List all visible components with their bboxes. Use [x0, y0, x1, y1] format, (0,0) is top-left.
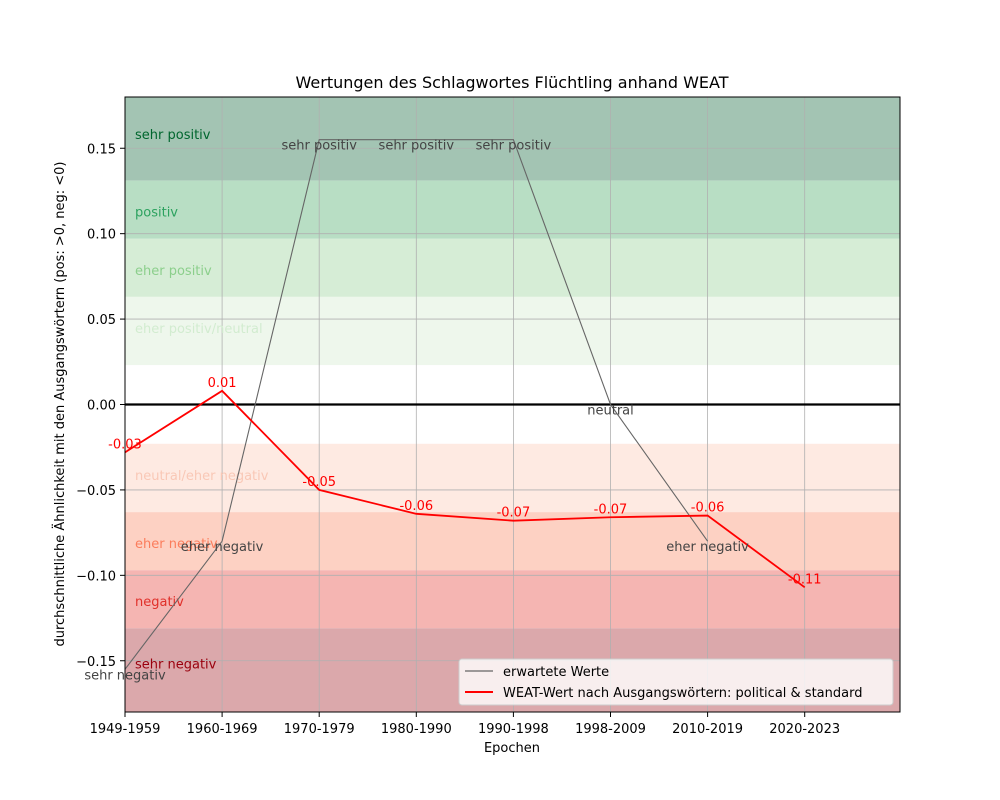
data-label: 0.01 [208, 376, 237, 391]
y-tick-label: 0.15 [87, 142, 116, 157]
band-label-3: eher positiv/neutral [135, 322, 263, 337]
band-5 [125, 443, 900, 513]
data-label: -0.06 [691, 501, 725, 516]
expected-point-label: eher negativ [666, 540, 749, 555]
band-2 [125, 238, 900, 297]
series-layer [124, 139, 806, 670]
expected-point-label: sehr positiv [281, 139, 357, 154]
data-label: -0.07 [594, 502, 628, 517]
band-label-1: positiv [135, 206, 178, 221]
data-label: -0.05 [302, 475, 336, 490]
x-tick-label: 1949-1959 [90, 722, 161, 737]
legend-label-weat: WEAT-Wert nach Ausgangswörtern: politica… [503, 686, 862, 701]
y-tick-label: −0.15 [76, 655, 116, 670]
ticks-layer: 1949-1959 1960-1969 1970-1979 1980-1990 1990… [76, 142, 840, 737]
band-label-7: negativ [135, 595, 184, 610]
chart-title: Wertungen des Schlagwortes Flüchtling an… [296, 73, 729, 92]
x-tick-label: 1990-1998 [478, 722, 549, 737]
legend-label-expected: erwartete Werte [503, 665, 609, 680]
x-tick-label: 1980-1990 [381, 722, 452, 737]
band-label-6: eher negativ [135, 537, 218, 552]
y-tick-label: 0.05 [87, 313, 116, 328]
data-label: -0.06 [399, 499, 433, 514]
band-label-2: eher positiv [135, 264, 212, 279]
expected-point-label: neutral [587, 404, 634, 419]
x-tick-label: 1970-1979 [284, 722, 355, 737]
data-label: -0.11 [788, 572, 822, 587]
x-axis-label: Epochen [484, 741, 540, 756]
y-axis-label: durchschnittliche Ähnlichkeit mit den Au… [52, 161, 68, 646]
x-tick-label: 2010-2019 [672, 722, 743, 737]
expected-point-label: sehr positiv [476, 139, 552, 154]
band-6 [125, 512, 900, 571]
band-label-5: neutral/eher negativ [135, 469, 269, 484]
data-label: -0.07 [497, 506, 531, 521]
y-tick-label: 0.00 [87, 399, 116, 414]
series-line-0 [124, 139, 709, 670]
band-labels-layer: sehr positiv positiv eher positiv eher posi… [135, 128, 269, 672]
band-7 [125, 570, 900, 629]
band-label-4: neutral [135, 390, 182, 405]
x-tick-label: 1998-2009 [575, 722, 646, 737]
band-0 [125, 97, 900, 181]
legend: erwartete Werte WEAT-Wert nach Ausgangsw… [458, 658, 894, 706]
y-tick-label: −0.05 [76, 484, 116, 499]
band-1 [125, 180, 900, 239]
legend-box [458, 658, 894, 706]
x-tick-label: 1960-1969 [187, 722, 258, 737]
expected-point-label: eher negativ [181, 540, 264, 555]
series-line-1 [124, 389, 806, 589]
y-tick-label: −0.10 [76, 569, 116, 584]
x-tick-label: 2020-2023 [769, 722, 840, 737]
y-tick-label: 0.10 [87, 228, 116, 243]
band-3 [125, 296, 900, 366]
expected-point-label: sehr positiv [379, 139, 455, 154]
band-label-8: sehr negativ [135, 657, 217, 672]
band-label-0: sehr positiv [135, 128, 211, 143]
